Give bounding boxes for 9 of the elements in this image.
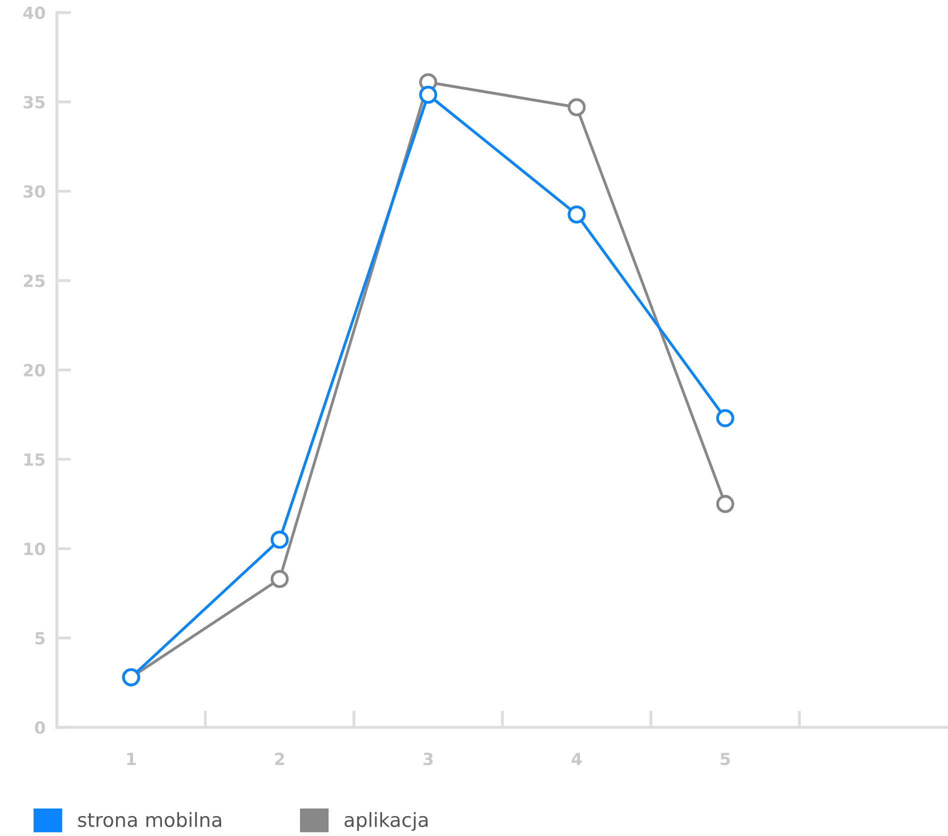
legend-label: aplikacja [344,812,428,831]
point [568,205,586,224]
point [716,494,734,513]
point [568,98,586,116]
point [419,86,438,104]
legend-label: strona mobilna [78,812,222,828]
point [270,570,289,588]
point [716,409,734,428]
point [270,530,289,549]
